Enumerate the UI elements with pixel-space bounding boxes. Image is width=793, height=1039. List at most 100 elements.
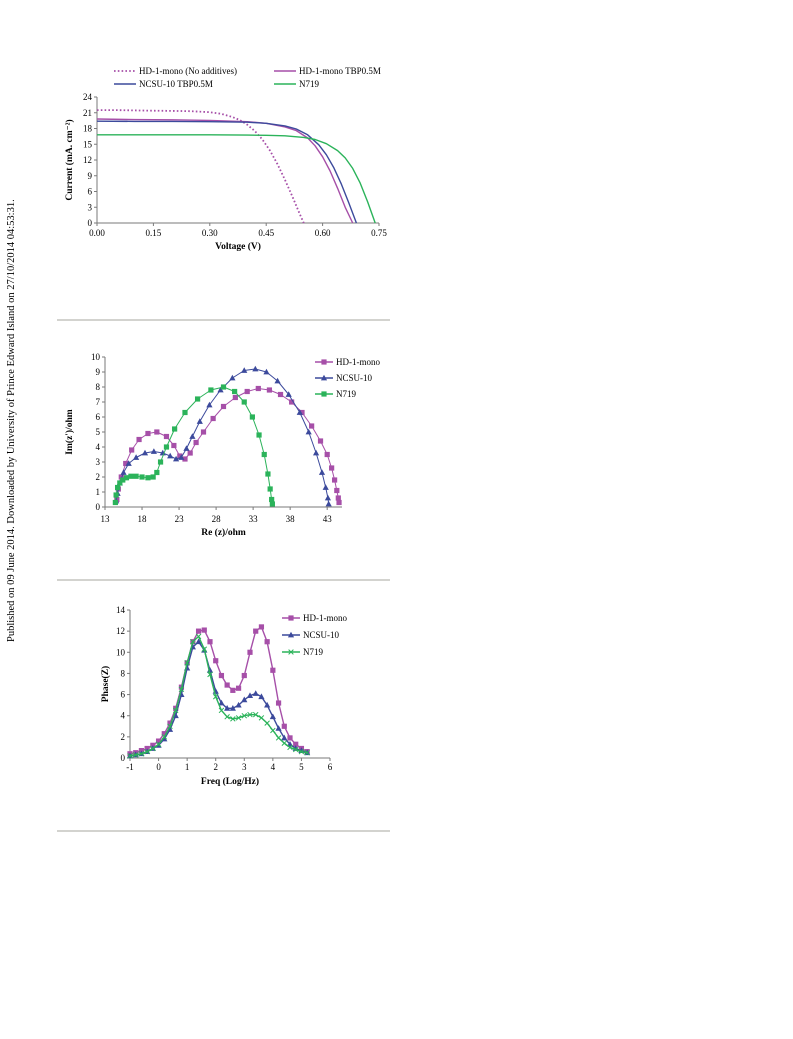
data-point [150, 745, 156, 752]
data-point [281, 723, 287, 729]
x-axis-label: Re (z)/ohm [201, 527, 246, 538]
data-point [159, 449, 166, 456]
data-point [132, 752, 139, 758]
data-point [210, 415, 216, 422]
data-point [224, 705, 231, 711]
data-point [264, 720, 270, 726]
data-point [235, 715, 242, 721]
legend-label: HD-1-mono [303, 613, 347, 623]
data-point [207, 639, 213, 645]
data-point [266, 387, 273, 393]
data-point [189, 433, 196, 439]
data-point [270, 667, 276, 673]
data-point [269, 496, 275, 503]
legend-item: HD-1-mono (No additives) [114, 66, 237, 76]
x-tick-label: 2 [213, 762, 218, 772]
data-point [171, 442, 177, 449]
data-point [145, 475, 151, 481]
data-point [154, 469, 160, 476]
data-point [224, 714, 230, 720]
x-tick-label: 3 [242, 762, 247, 772]
y-tick-label: 7 [96, 397, 101, 407]
data-point [201, 627, 207, 633]
jv-curve-chart: 0 3 6 9 12 15 18 21 24 0.00 0.15 0.30 0.45 0.60 0.75 Vo… [64, 66, 387, 252]
data-point [292, 746, 299, 753]
data-point [190, 638, 196, 645]
x-tick-label: 5 [299, 762, 304, 772]
x-tick-label: 0.15 [146, 228, 162, 238]
data-point [155, 738, 162, 744]
x-tick-label: 4 [271, 762, 276, 772]
data-point [289, 399, 295, 405]
data-point [167, 452, 174, 459]
data-point [275, 735, 282, 741]
data-point [207, 671, 213, 678]
data-point [206, 666, 214, 673]
data-point [218, 672, 225, 679]
legend-label: NCSU-10 TBP0.5M [139, 79, 213, 89]
data-point [161, 731, 167, 737]
legend-label: N719 [299, 79, 319, 89]
data-point [230, 716, 236, 722]
series-line [129, 626, 308, 755]
data-point [293, 741, 299, 747]
data-point [329, 465, 335, 471]
data-point [133, 454, 140, 460]
data-point [298, 748, 305, 755]
data-point [255, 385, 261, 392]
data-point [232, 394, 238, 401]
data-point [264, 701, 271, 708]
legend-item: NCSU-10 [282, 630, 340, 640]
legend-marker [287, 631, 295, 638]
data-point [217, 386, 224, 393]
y-tick-label: 2 [96, 472, 101, 482]
data-point [182, 456, 188, 462]
y-tick-label: 0 [121, 753, 126, 763]
data-point [256, 432, 262, 438]
y-tick-label: 4 [96, 442, 101, 452]
data-point [182, 409, 188, 416]
x-tick-label: 0.75 [371, 228, 387, 238]
data-point [136, 436, 142, 443]
data-point [167, 723, 173, 730]
data-point [281, 734, 288, 741]
x-axis-label: Voltage (V) [215, 241, 261, 252]
data-point [120, 469, 127, 475]
data-point [220, 384, 227, 390]
data-point [241, 672, 247, 679]
y-tick-label: 3 [88, 202, 93, 212]
data-point [277, 391, 284, 398]
data-point [229, 705, 236, 711]
y-tick-label: 21 [83, 108, 92, 118]
legend-marker [320, 374, 328, 381]
data-point [127, 753, 133, 759]
data-point [247, 711, 253, 718]
data-point [267, 486, 273, 492]
data-point [253, 628, 259, 634]
data-point [154, 429, 160, 435]
y-axis-label: Phase(Z) [100, 666, 111, 702]
data-point [123, 475, 130, 481]
legend-item: N719 [274, 79, 319, 89]
data-point [193, 439, 199, 446]
legend-item: NCSU-10 TBP0.5M [114, 79, 213, 89]
data-point [229, 374, 236, 381]
data-point [195, 628, 202, 634]
data-point [264, 639, 270, 645]
series-n719 [97, 134, 376, 224]
series-ncsu-10-tbp0-5m [96, 120, 358, 224]
legend-marker [321, 359, 327, 365]
y-axis-label: Current (mA. cm⁻²) [64, 119, 75, 200]
data-point [247, 649, 253, 655]
data-point [335, 495, 341, 501]
divider-1 [57, 319, 390, 321]
y-tick-label: 8 [121, 668, 126, 678]
y-tick-label: 8 [96, 382, 101, 392]
x-tick-label: 33 [249, 514, 259, 524]
divider-3 [57, 830, 390, 832]
data-point [206, 401, 213, 408]
legend-item: HD-1-mono TBP0.5M [274, 66, 381, 76]
data-point [270, 727, 276, 734]
data-point [133, 473, 139, 479]
